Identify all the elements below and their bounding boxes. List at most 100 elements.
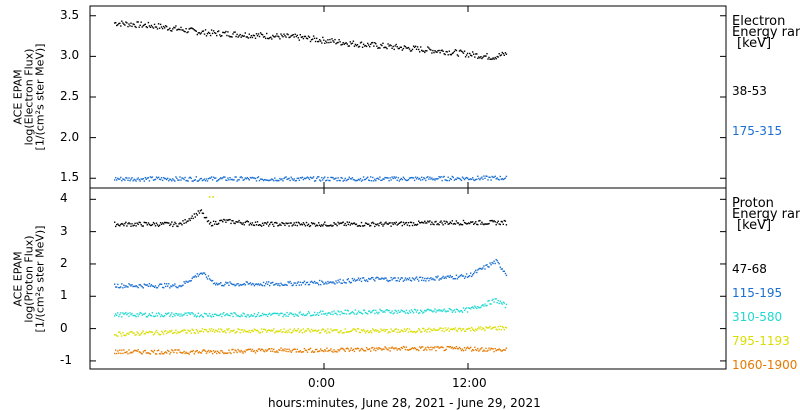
- data-point: [354, 329, 357, 331]
- data-point: [286, 348, 288, 350]
- data-point: [494, 262, 496, 265]
- data-point: [277, 312, 279, 315]
- data-point: [369, 348, 371, 350]
- data-point: [247, 314, 249, 316]
- data-point: [369, 46, 371, 48]
- data-point: [138, 284, 140, 286]
- data-point: [489, 176, 491, 179]
- data-point: [290, 282, 292, 285]
- data-point: [316, 177, 318, 180]
- data-point: [423, 327, 425, 330]
- data-point: [250, 177, 253, 179]
- data-point: [226, 328, 228, 330]
- data-point: [276, 180, 278, 182]
- data-point: [269, 312, 271, 315]
- data-point: [323, 177, 325, 179]
- data-point: [380, 309, 382, 312]
- data-point: [329, 281, 331, 283]
- data-point: [317, 176, 319, 178]
- data-point: [131, 25, 133, 28]
- data-point: [340, 329, 342, 332]
- data-point: [205, 313, 208, 315]
- data-point: [251, 329, 254, 332]
- data-point: [358, 331, 361, 334]
- data-point: [372, 346, 374, 349]
- data-point: [116, 286, 118, 288]
- data-point: [479, 57, 481, 59]
- data-point: [121, 349, 123, 351]
- data-point: [181, 29, 183, 31]
- data-point: [323, 39, 325, 41]
- data-point: [350, 281, 352, 284]
- data-point: [344, 222, 346, 225]
- data-point: [444, 179, 446, 181]
- data-point: [478, 326, 480, 328]
- data-point: [236, 221, 238, 223]
- data-point: [294, 313, 296, 315]
- data-point: [204, 313, 207, 315]
- data-point: [434, 308, 436, 310]
- data-point: [151, 285, 154, 287]
- data-point: [195, 328, 197, 331]
- data-point: [274, 177, 276, 179]
- data-point: [377, 47, 379, 49]
- data-point: [368, 223, 370, 225]
- data-point: [263, 285, 266, 287]
- data-point: [298, 179, 300, 181]
- data-point: [175, 312, 177, 315]
- electron-series-38-53: [114, 20, 508, 60]
- data-point: [395, 347, 397, 349]
- data-point: [307, 223, 310, 225]
- data-point: [114, 334, 116, 336]
- data-point: [402, 330, 405, 333]
- data-point: [414, 45, 417, 47]
- data-point: [364, 280, 367, 282]
- electron-ylabel-line: [1/(cm²s ster MeV)]: [33, 43, 47, 151]
- data-point: [317, 330, 319, 332]
- data-point: [459, 49, 462, 51]
- data-point: [483, 175, 485, 177]
- data-point: [478, 177, 480, 180]
- data-point: [500, 220, 502, 223]
- data-point: [205, 178, 208, 180]
- data-point: [207, 349, 210, 352]
- data-point: [257, 176, 260, 178]
- data-point: [365, 45, 368, 48]
- data-point: [272, 350, 274, 352]
- data-point: [423, 279, 425, 282]
- data-point: [476, 307, 478, 310]
- data-point: [424, 348, 426, 350]
- data-point: [406, 277, 409, 280]
- data-point: [346, 221, 348, 223]
- data-point: [190, 217, 192, 219]
- data-point: [405, 346, 408, 348]
- data-point: [413, 330, 416, 333]
- data-point: [460, 310, 463, 312]
- data-point: [404, 330, 407, 332]
- data-point: [464, 330, 467, 332]
- data-point: [180, 330, 182, 333]
- data-point: [192, 329, 194, 331]
- data-point: [458, 311, 461, 313]
- data-point: [235, 221, 237, 223]
- data-point: [190, 27, 192, 29]
- data-point: [232, 33, 234, 35]
- data-point: [335, 329, 337, 331]
- data-point: [293, 348, 295, 350]
- data-point: [424, 177, 426, 180]
- data-point: [450, 309, 452, 311]
- data-point: [466, 311, 469, 313]
- data-point: [392, 277, 394, 280]
- data-point: [269, 179, 271, 182]
- data-point: [127, 312, 129, 315]
- data-point: [440, 176, 442, 178]
- data-point: [479, 327, 481, 330]
- data-point: [127, 286, 129, 288]
- data-point: [148, 283, 151, 285]
- data-point: [480, 223, 482, 225]
- data-point: [363, 178, 366, 181]
- data-point: [221, 177, 223, 180]
- data-point: [281, 331, 283, 333]
- data-point: [332, 176, 334, 179]
- data-point: [134, 285, 136, 288]
